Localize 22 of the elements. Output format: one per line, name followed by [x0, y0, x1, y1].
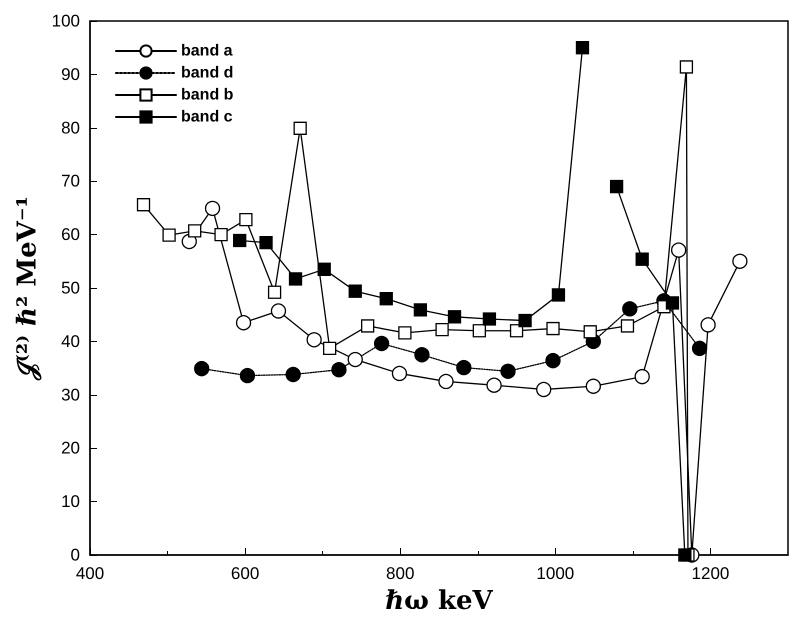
legend-label: band c: [181, 108, 233, 126]
x-tick-label: 800: [386, 564, 414, 583]
y-tick-label: 90: [61, 64, 80, 84]
y-tick-label: 60: [61, 225, 80, 244]
y-tick-label: 10: [61, 492, 80, 512]
y-tick-label: 0: [70, 546, 80, 564]
y-tick-label: 20: [61, 438, 80, 458]
y-tick-label: 80: [61, 118, 80, 138]
x-tick-label: 400: [76, 564, 104, 583]
legend-label: band a: [181, 42, 233, 60]
legend-label: band d: [181, 64, 234, 82]
y-axis-title: 𝒥⁽²⁾ ℏ² MeV⁻¹: [12, 196, 43, 381]
legend-label: band b: [181, 86, 234, 104]
y-tick-label: 50: [61, 278, 80, 298]
y-tick-label: 100: [52, 12, 80, 30]
y-tick-label: 40: [61, 332, 80, 351]
x-tick-label: 600: [230, 564, 260, 583]
y-tick-label: 30: [61, 385, 80, 404]
x-tick-label: 1000: [536, 564, 574, 583]
x-axis-title: ℏω keV: [385, 586, 494, 616]
x-tick-label: 1200: [692, 564, 730, 583]
y-tick-label: 70: [61, 172, 80, 191]
